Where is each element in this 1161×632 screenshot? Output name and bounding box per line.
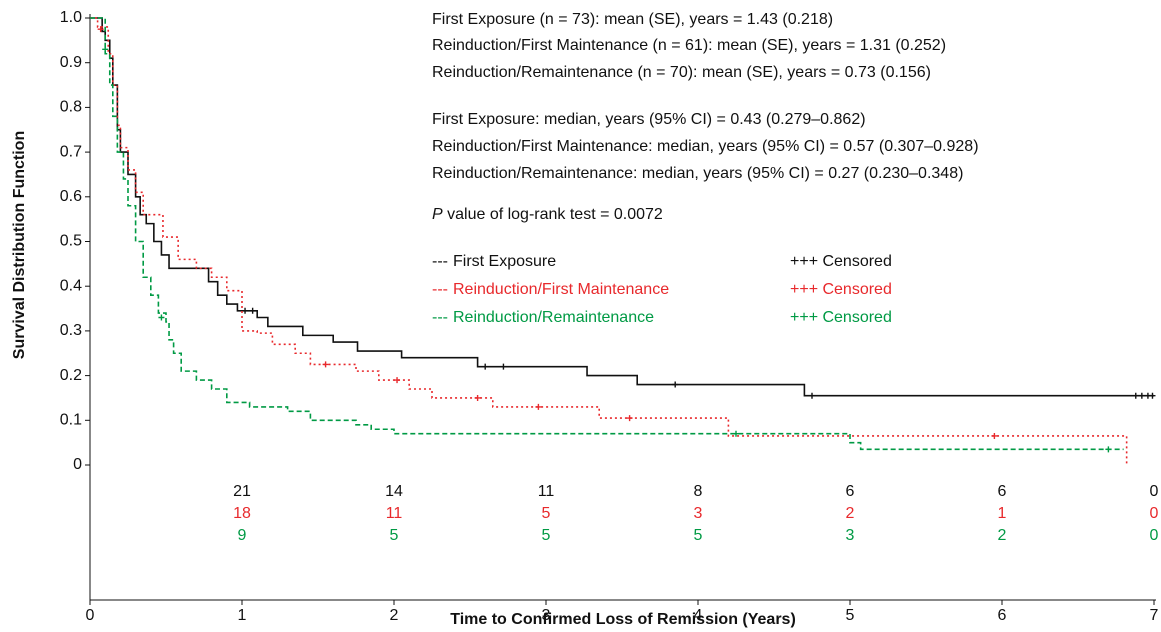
legend-name: Reinduction/Remaintenance (453, 309, 654, 326)
y-tick-label: 0.1 (60, 412, 82, 429)
at-risk-count: 3 (846, 527, 855, 544)
censor-mark (809, 392, 815, 399)
legend-censored: +++ Censored (790, 309, 892, 326)
censor-mark (535, 403, 542, 410)
p-text: value of log-rank test = 0.0072 (443, 206, 663, 223)
legend-censored: +++ Censored (790, 281, 892, 298)
at-risk-count: 6 (846, 483, 855, 500)
at-risk-count: 0 (1150, 527, 1159, 544)
at-risk-count: 21 (233, 483, 251, 500)
annotation: Reinduction/Remaintenance: median, years… (432, 165, 963, 182)
at-risk-count: 14 (385, 483, 403, 500)
at-risk-count: 5 (390, 527, 399, 544)
x-tick-label: 4 (694, 607, 703, 624)
y-tick-label: 0 (73, 456, 82, 473)
y-tick-label: 0.3 (60, 322, 82, 339)
at-risk-count: 11 (386, 505, 403, 522)
survival-curve (90, 17, 1128, 465)
at-risk-count: 5 (694, 527, 703, 544)
x-tick-label: 6 (998, 607, 1007, 624)
at-risk-count: 5 (542, 527, 551, 544)
y-tick-label: 1.0 (60, 9, 82, 26)
y-tick-label: 0.9 (60, 54, 82, 71)
annotation: First Exposure: median, years (95% CI) =… (432, 111, 866, 128)
legend-entry: --- First Exposure (432, 253, 556, 270)
censor-mark (482, 363, 489, 370)
legend-symbol: --- (432, 253, 448, 270)
at-risk-count: 5 (542, 505, 551, 522)
annotation: Reinduction/Remaintenance (n = 70): mean… (432, 64, 931, 81)
at-risk-count: 0 (1150, 483, 1159, 500)
at-risk-count: 11 (538, 483, 555, 500)
y-axis-title: Survival Distribution Function (11, 131, 28, 359)
x-tick-label: 1 (238, 607, 247, 624)
y-tick-label: 0.2 (60, 367, 82, 384)
censor-mark (1138, 392, 1145, 399)
x-axis-title: Time to Confirmed Loss of Remission (Yea… (450, 611, 796, 628)
at-risk-count: 3 (694, 505, 703, 522)
x-tick-label: 7 (1150, 607, 1159, 624)
y-tick-label: 0.5 (60, 233, 82, 250)
at-risk-count: 18 (233, 505, 251, 522)
censor-mark (394, 377, 401, 384)
y-tick-label: 0.8 (60, 99, 82, 116)
censor-mark (158, 314, 165, 321)
censor-mark (249, 307, 256, 314)
annotation: Reinduction/First Maintenance: median, y… (432, 138, 979, 155)
censor-mark (322, 361, 329, 368)
censor-mark (991, 432, 998, 439)
censor-mark (97, 26, 104, 33)
y-tick-label: 0.6 (60, 188, 82, 205)
at-risk-count: 8 (694, 483, 703, 500)
censor-mark (242, 307, 249, 314)
y-tick-label: 0.4 (60, 277, 82, 294)
at-risk-count: 2 (846, 505, 855, 522)
x-tick-label: 3 (542, 607, 551, 624)
censor-mark (626, 415, 633, 422)
censor-mark (474, 394, 481, 401)
legend-entry: --- Reinduction/Remaintenance (432, 309, 654, 326)
censor-mark (1132, 392, 1139, 399)
legend-name: Reinduction/First Maintenance (453, 281, 669, 298)
legend-censored: +++ Censored (790, 253, 892, 270)
legend-symbol: --- (432, 281, 448, 298)
at-risk-count: 6 (998, 483, 1007, 500)
x-tick-label: 2 (390, 607, 399, 624)
annotation: First Exposure (n = 73): mean (SE), year… (432, 11, 833, 28)
x-tick-label: 0 (86, 607, 95, 624)
y-tick-label: 0.7 (60, 143, 82, 160)
legend-symbol: --- (432, 309, 448, 326)
legend-entry: --- Reinduction/First Maintenance (432, 281, 669, 298)
x-tick-label: 5 (846, 607, 855, 624)
censor-mark (500, 363, 507, 370)
at-risk-count: 1 (998, 505, 1007, 522)
p-symbol: P (432, 206, 443, 223)
p-value-note: P value of log-rank test = 0.0072 (432, 206, 663, 223)
censor-mark (102, 46, 109, 53)
at-risk-count: 2 (998, 527, 1007, 544)
at-risk-count: 9 (238, 527, 247, 544)
censor-mark (1149, 392, 1156, 399)
censor-mark (672, 381, 679, 388)
censor-mark (733, 430, 739, 437)
censor-mark (1105, 446, 1112, 453)
at-risk-count: 0 (1150, 505, 1159, 522)
survival-curve (90, 17, 1124, 451)
annotation: Reinduction/First Maintenance (n = 61): … (432, 37, 946, 54)
legend-name: First Exposure (453, 253, 556, 270)
